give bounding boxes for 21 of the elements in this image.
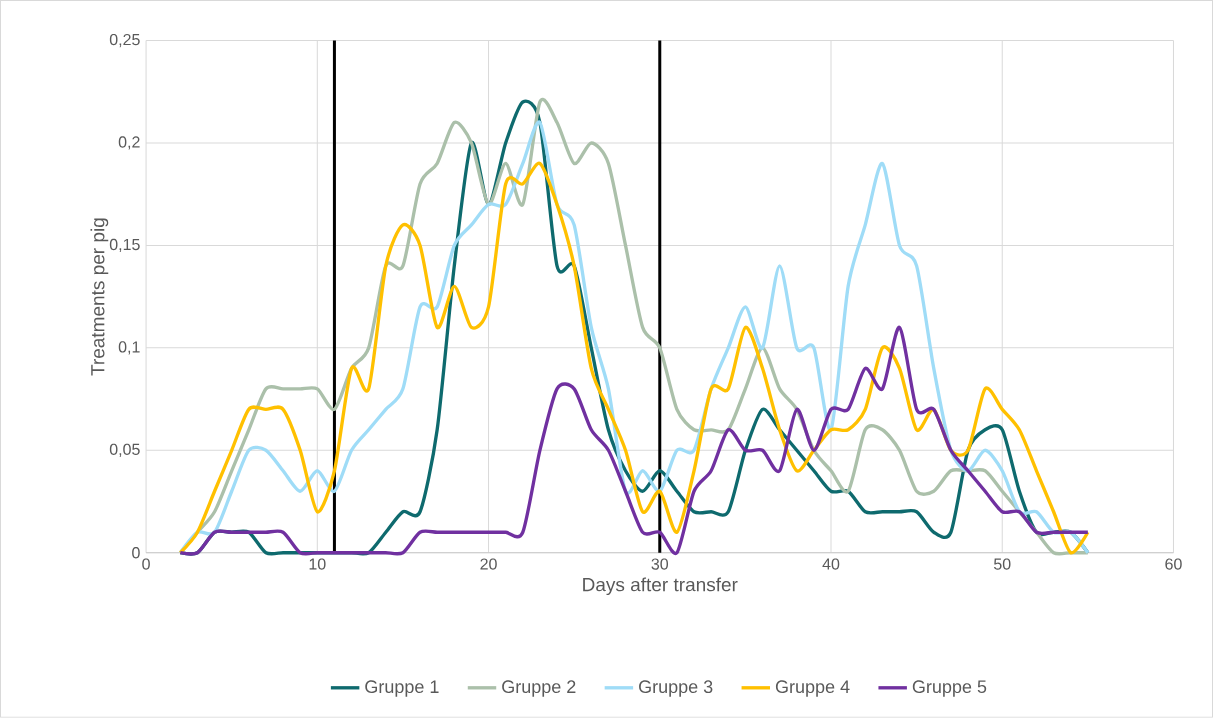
x-tick-label: 60 — [1165, 558, 1182, 570]
legend-label: Gruppe 3 — [639, 680, 713, 697]
y-tick-label: 0,25 — [109, 34, 140, 48]
x-tick-label: 40 — [822, 558, 840, 570]
x-tick-label: 20 — [480, 558, 497, 570]
y-tick-label: 0,15 — [109, 238, 140, 253]
x-tick-label: 50 — [993, 558, 1011, 570]
x-axis-title: Days after transfer — [583, 577, 738, 596]
legend-label: Gruppe 1 — [365, 680, 439, 697]
y-tick-label: 0 — [132, 547, 140, 559]
line-series — [178, 325, 1090, 556]
x-tick-label: 30 — [651, 558, 669, 570]
legend-label: Gruppe 4 — [775, 680, 850, 697]
legend-label: Gruppe 2 — [502, 680, 576, 697]
y-axis-title: Treatments per pig — [90, 218, 109, 376]
y-tick-label: 0,1 — [118, 341, 140, 355]
legend-label: Gruppe 5 — [912, 680, 987, 697]
x-tick-label: 0 — [142, 558, 150, 570]
x-tick-label: 10 — [309, 558, 326, 570]
y-tick-label: 0,05 — [109, 443, 140, 457]
y-tick-label: 0,2 — [118, 136, 140, 150]
